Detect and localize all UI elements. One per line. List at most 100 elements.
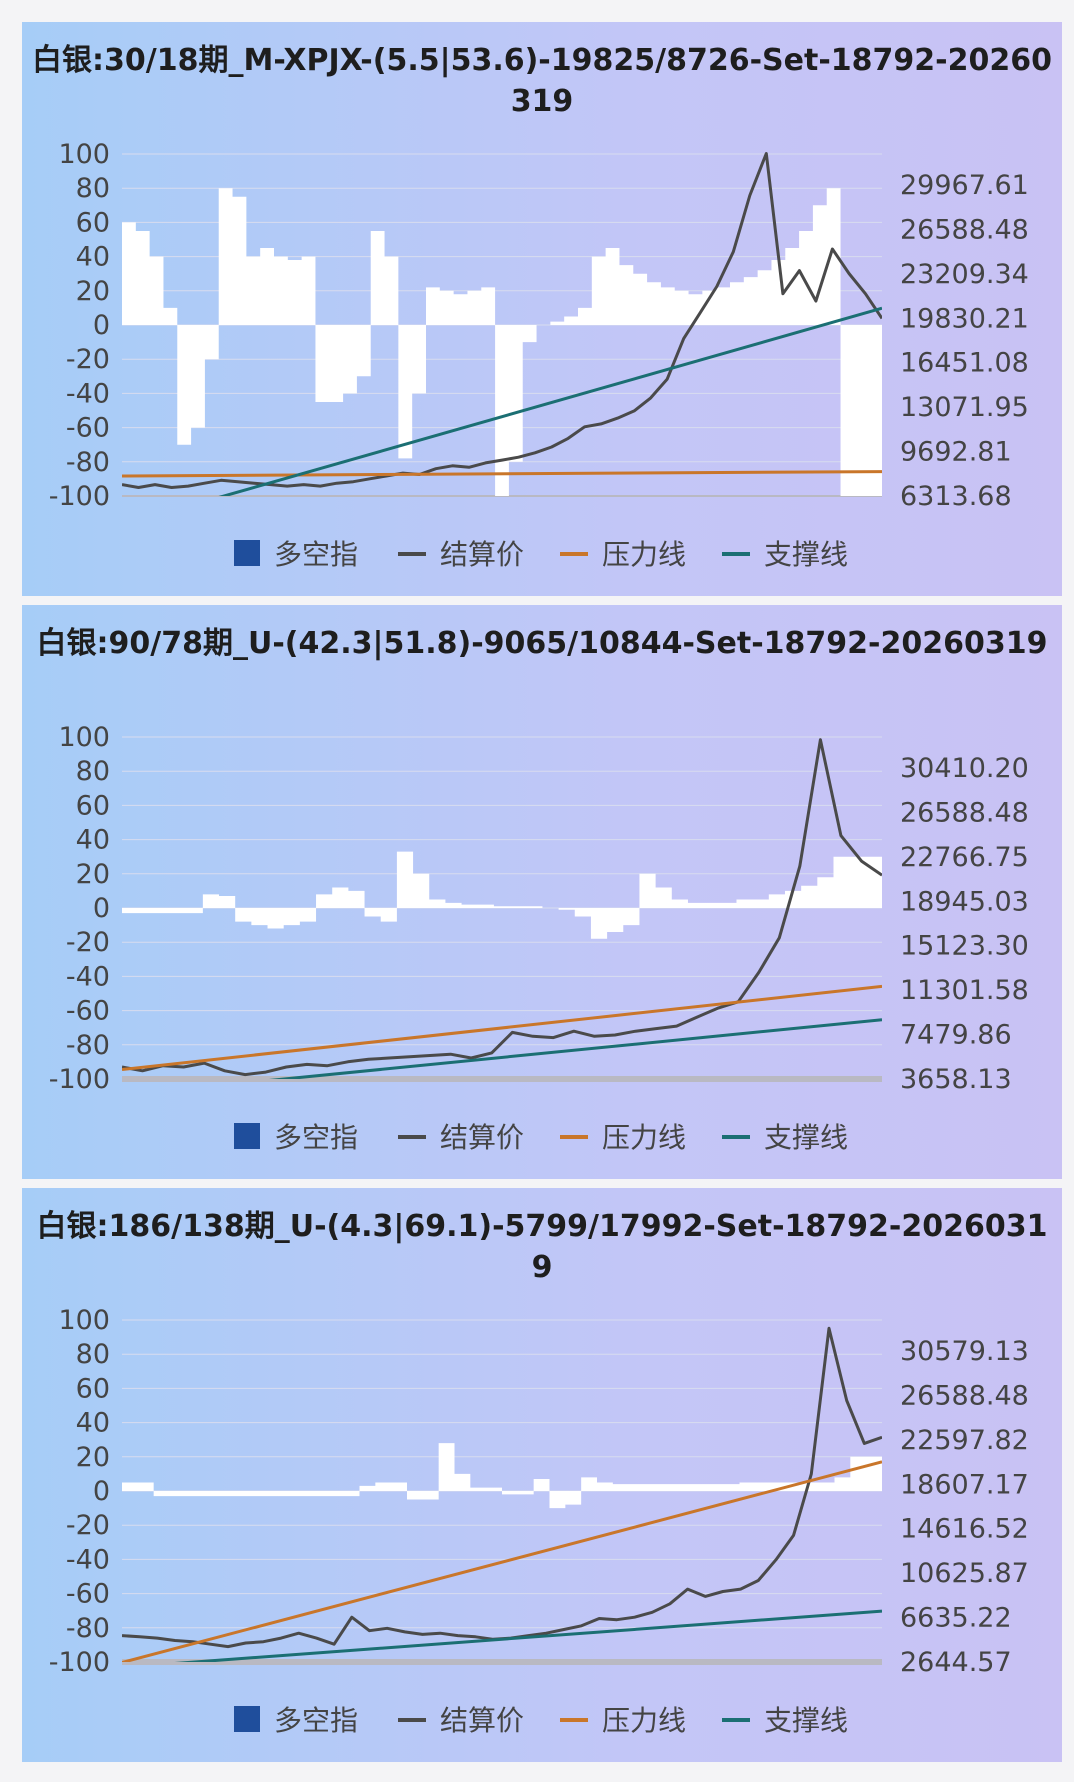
y-right-tick-label: 10625.87 [900,1558,1029,1589]
y-right-tick-label: 23209.34 [900,259,1029,290]
legend-item: 支撑线 [722,538,848,571]
y-left-tick-label: 0 [93,893,110,924]
y-left-tick-label: 100 [58,1305,110,1336]
y-right-tick-label: 14616.52 [900,1514,1029,1545]
y-left-tick-label: -100 [49,481,110,512]
y-right-tick-label: 19830.21 [900,303,1029,334]
y-left-tick-label: -40 [66,961,110,992]
y-left-tick-label: -100 [49,1064,110,1095]
series-zhichengxian-line [218,306,882,496]
y-left-tick-label: -80 [66,447,110,478]
y-right-tick-label: 9692.81 [900,437,1012,468]
y-left-tick-label: -20 [66,344,110,375]
chart-title: 白银:30/18期_M-XPJX-(5.5|53.6)-19825/8726-S… [32,43,1052,119]
y-right-tick-label: 26588.48 [900,1380,1029,1411]
legend-square-icon [234,1123,260,1149]
legend-item: 压力线 [560,1704,686,1737]
y-right-tick-label: 30410.20 [900,753,1029,784]
y-right-tick-label: 22597.82 [900,1425,1029,1456]
y-left-tick-label: -20 [66,1510,110,1541]
legend-item: 结算价 [398,538,524,571]
y-left-tick-label: -100 [49,1647,110,1678]
y-left-tick-label: -40 [66,1544,110,1575]
y-right-tick-label: 6313.68 [900,481,1012,512]
y-left-tick-label: 80 [76,756,110,787]
y-left-tick-label: 40 [76,1408,110,1439]
y-left-tick-label: 60 [76,1373,110,1404]
legend-label: 结算价 [440,1121,524,1154]
y-right-tick-label: 18607.17 [900,1469,1029,1500]
y-left-tick-label: 100 [58,139,110,170]
y-right-tick-label: 13071.95 [900,392,1029,423]
y-right-tick-label: 11301.58 [900,975,1029,1006]
legend-item: 支撑线 [722,1704,848,1737]
y-left-tick-label: 20 [76,276,110,307]
y-left-tick-label: 40 [76,825,110,856]
series-duokongzhi-area [122,1443,882,1509]
series-yalixian-line [122,984,882,1071]
legend-item: 支撑线 [722,1121,848,1154]
y-right-tick-label: 22766.75 [900,842,1029,873]
y-right-tick-label: 3658.13 [900,1064,1012,1095]
legend-label: 结算价 [440,1704,524,1737]
chart-title: 白银:186/138期_U-(4.3|69.1)-5799/17992-Set-… [36,1209,1048,1285]
legend-item: 结算价 [398,1704,524,1737]
legend-label: 支撑线 [764,538,848,571]
y-right-tick-label: 30579.13 [900,1336,1029,1367]
y-left-tick-label: 0 [93,1476,110,1507]
y-left-tick-label: -60 [66,996,110,1027]
legend-square-icon [234,1706,260,1732]
legend-square-icon [234,540,260,566]
y-left-tick-label: 60 [76,207,110,238]
chart-panel-3: 白银:186/138期_U-(4.3|69.1)-5799/17992-Set-… [22,1188,1062,1762]
y-left-tick-label: 100 [58,722,110,753]
legend-item: 多空指 [234,538,358,571]
y-left-tick-label: -60 [66,1579,110,1610]
y-left-tick-label: 60 [76,790,110,821]
y-left-tick-label: -20 [66,927,110,958]
legend-label: 支撑线 [764,1121,848,1154]
series-zhichengxian-line [174,1609,882,1662]
series-jiesuanjia-line [122,152,882,489]
chart-title: 白银:90/78期_U-(42.3|51.8)-9065/10844-Set-1… [36,626,1048,661]
y-right-tick-label: 6635.22 [900,1603,1012,1634]
series-yalixian-line [122,470,882,478]
y-left-tick-label: 80 [76,173,110,204]
legend-label: 压力线 [602,1704,686,1737]
legend-item: 多空指 [234,1704,358,1737]
y-left-tick-label: 80 [76,1339,110,1370]
y-left-tick-label: 40 [76,242,110,273]
series-duokongzhi-area [122,851,882,939]
y-right-tick-label: 26588.48 [900,797,1029,828]
legend-item: 多空指 [234,1121,358,1154]
y-right-tick-label: 18945.03 [900,886,1029,917]
series-yalixian-line [122,1460,882,1662]
y-right-tick-label: 16451.08 [900,348,1029,379]
y-right-tick-label: 7479.86 [900,1020,1012,1051]
chart-panel-2: 白银:90/78期_U-(42.3|51.8)-9065/10844-Set-1… [22,605,1062,1179]
legend-label: 结算价 [440,538,524,571]
series-duokongzhi-area [122,188,882,496]
legend-item: 结算价 [398,1121,524,1154]
legend-label: 多空指 [274,1704,358,1737]
legend-label: 支撑线 [764,1704,848,1737]
y-right-tick-label: 2644.57 [900,1647,1012,1678]
y-left-tick-label: -40 [66,378,110,409]
legend-item: 压力线 [560,538,686,571]
y-left-tick-label: -80 [66,1613,110,1644]
y-right-tick-label: 29967.61 [900,170,1029,201]
series-jiesuanjia-line [122,738,882,1077]
legend-label: 压力线 [602,1121,686,1154]
y-right-tick-label: 15123.30 [900,931,1029,962]
y-left-tick-label: -80 [66,1030,110,1061]
y-left-tick-label: -60 [66,413,110,444]
legend-label: 压力线 [602,538,686,571]
y-left-tick-label: 20 [76,859,110,890]
legend-label: 多空指 [274,538,358,571]
y-left-tick-label: 0 [93,310,110,341]
y-left-tick-label: 20 [76,1442,110,1473]
y-right-tick-label: 26588.48 [900,214,1029,245]
